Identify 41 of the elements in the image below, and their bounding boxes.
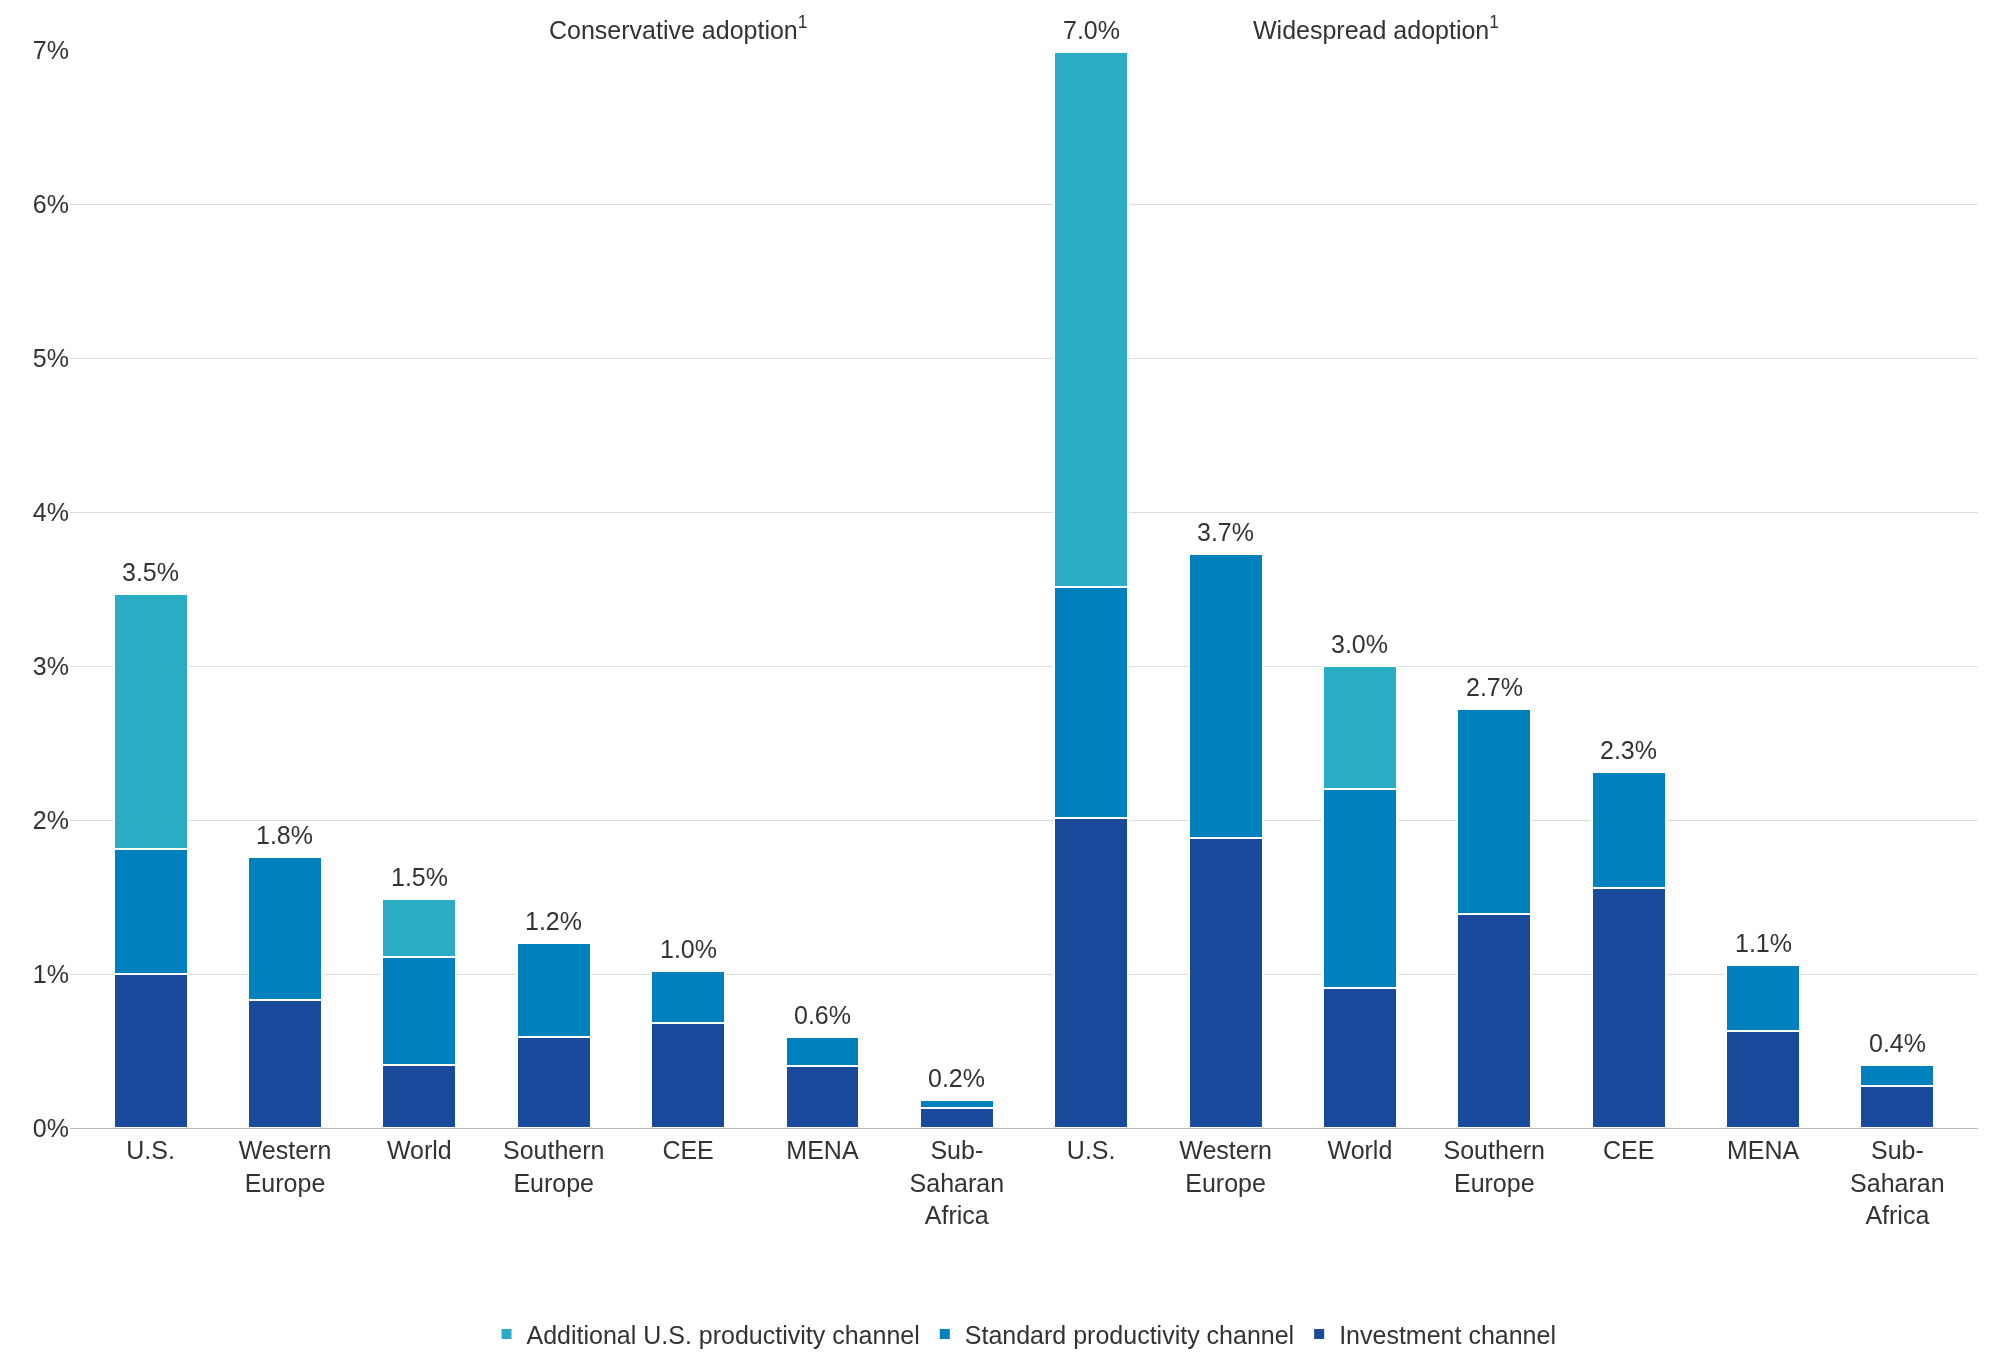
x-tick-label: MENA — [1726, 1136, 1800, 1164]
x-tick-label: Sub- Saharan Africa — [909, 1136, 1005, 1229]
y-tick-label: 1% — [32, 959, 69, 988]
x-tick-label: Western Europe — [1179, 1136, 1272, 1197]
x-tick-label: World — [1327, 1136, 1393, 1164]
total-label: 3.7% — [1197, 518, 1254, 546]
x-tick-label: Sub- Saharan Africa — [1850, 1136, 1945, 1229]
x-tick-label: World — [386, 1136, 452, 1164]
x-tick-label: MENA — [786, 1136, 859, 1164]
y-tick-label: 3% — [32, 651, 69, 680]
total-label: 1.1% — [1735, 929, 1792, 957]
total-label: 7.0% — [1063, 16, 1120, 44]
legend-label: Additional U.S. productivity channel — [526, 1320, 920, 1349]
x-tick-label: CEE — [662, 1136, 714, 1164]
total-label: 1.5% — [391, 863, 448, 891]
total-label: 0.6% — [794, 1001, 851, 1029]
total-label: 1.2% — [525, 907, 582, 935]
total-label: 3.0% — [1331, 630, 1388, 658]
x-tick-label: Western Europe — [238, 1136, 332, 1197]
total-label: 3.5% — [122, 558, 179, 586]
total-label: 0.4% — [1869, 1029, 1926, 1057]
x-tick-label: Southern Europe — [1443, 1136, 1546, 1197]
total-label: 2.7% — [1466, 673, 1523, 701]
total-label: 1.8% — [256, 821, 313, 849]
y-tick-label: 7% — [32, 35, 69, 64]
x-tick-label: U.S. — [126, 1136, 175, 1164]
x-tick-label: CEE — [1602, 1136, 1655, 1164]
legend-label: Standard productivity channel — [964, 1320, 1295, 1349]
x-tick-label: Southern Europe — [502, 1136, 605, 1197]
legend-label: Investment channel — [1339, 1320, 1556, 1349]
text: Conservative adoption$^{1}$ — [549, 12, 808, 44]
y-tick-label: 5% — [32, 343, 69, 372]
total-label: 1.0% — [660, 935, 717, 963]
total-label: 0.2% — [928, 1064, 985, 1092]
y-tick-label: 0% — [32, 1113, 69, 1142]
y-tick-label: 4% — [32, 497, 69, 526]
text: Widespread adoption$^{1}$ — [1253, 12, 1500, 44]
x-tick-label: U.S. — [1066, 1136, 1116, 1164]
y-tick-label: 2% — [32, 805, 69, 834]
y-tick-label: 6% — [32, 189, 69, 218]
total-label: 2.3% — [1600, 736, 1657, 764]
